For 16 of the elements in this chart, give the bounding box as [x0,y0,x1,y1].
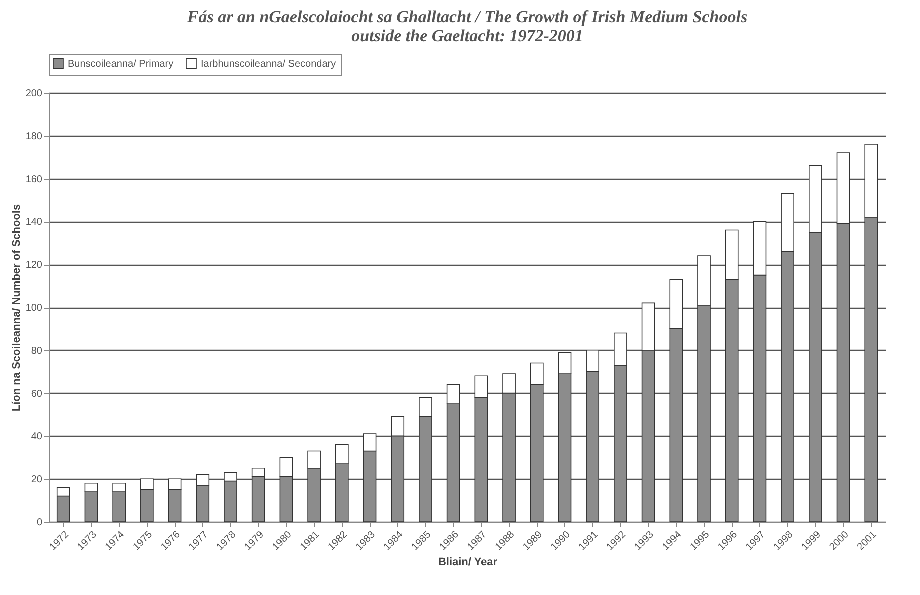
y-tick-label: 100 [26,303,43,314]
chart-title: Fás ar an nGaelscolaiocht sa Ghalltacht / The Growth of Irish Medium Schools outside the Gaeltacht: 1972-2001 [186,8,748,46]
y-tick-label: 0 [36,518,43,528]
y-tick-label: 40 [31,432,43,443]
y-tick-label: 60 [31,388,43,400]
legend-label: Iarbhunscoileanna/ Secondary [201,58,336,70]
x-axis-title: Bliain/ Year [438,556,498,568]
y-tick-label: 160 [26,174,43,186]
y-tick-label: 200 [26,88,43,100]
legend-label: Bunscoileanna/ Primary [68,58,174,70]
y-axis-title: Líon na Scoileanna/ Number of Schools [10,204,23,412]
y-tick-label: 80 [31,346,43,357]
y-tick-label: 180 [26,131,43,142]
y-tick-label: 140 [26,217,43,228]
y-tick-label: 20 [31,474,43,486]
y-tick-label: 120 [26,260,43,272]
